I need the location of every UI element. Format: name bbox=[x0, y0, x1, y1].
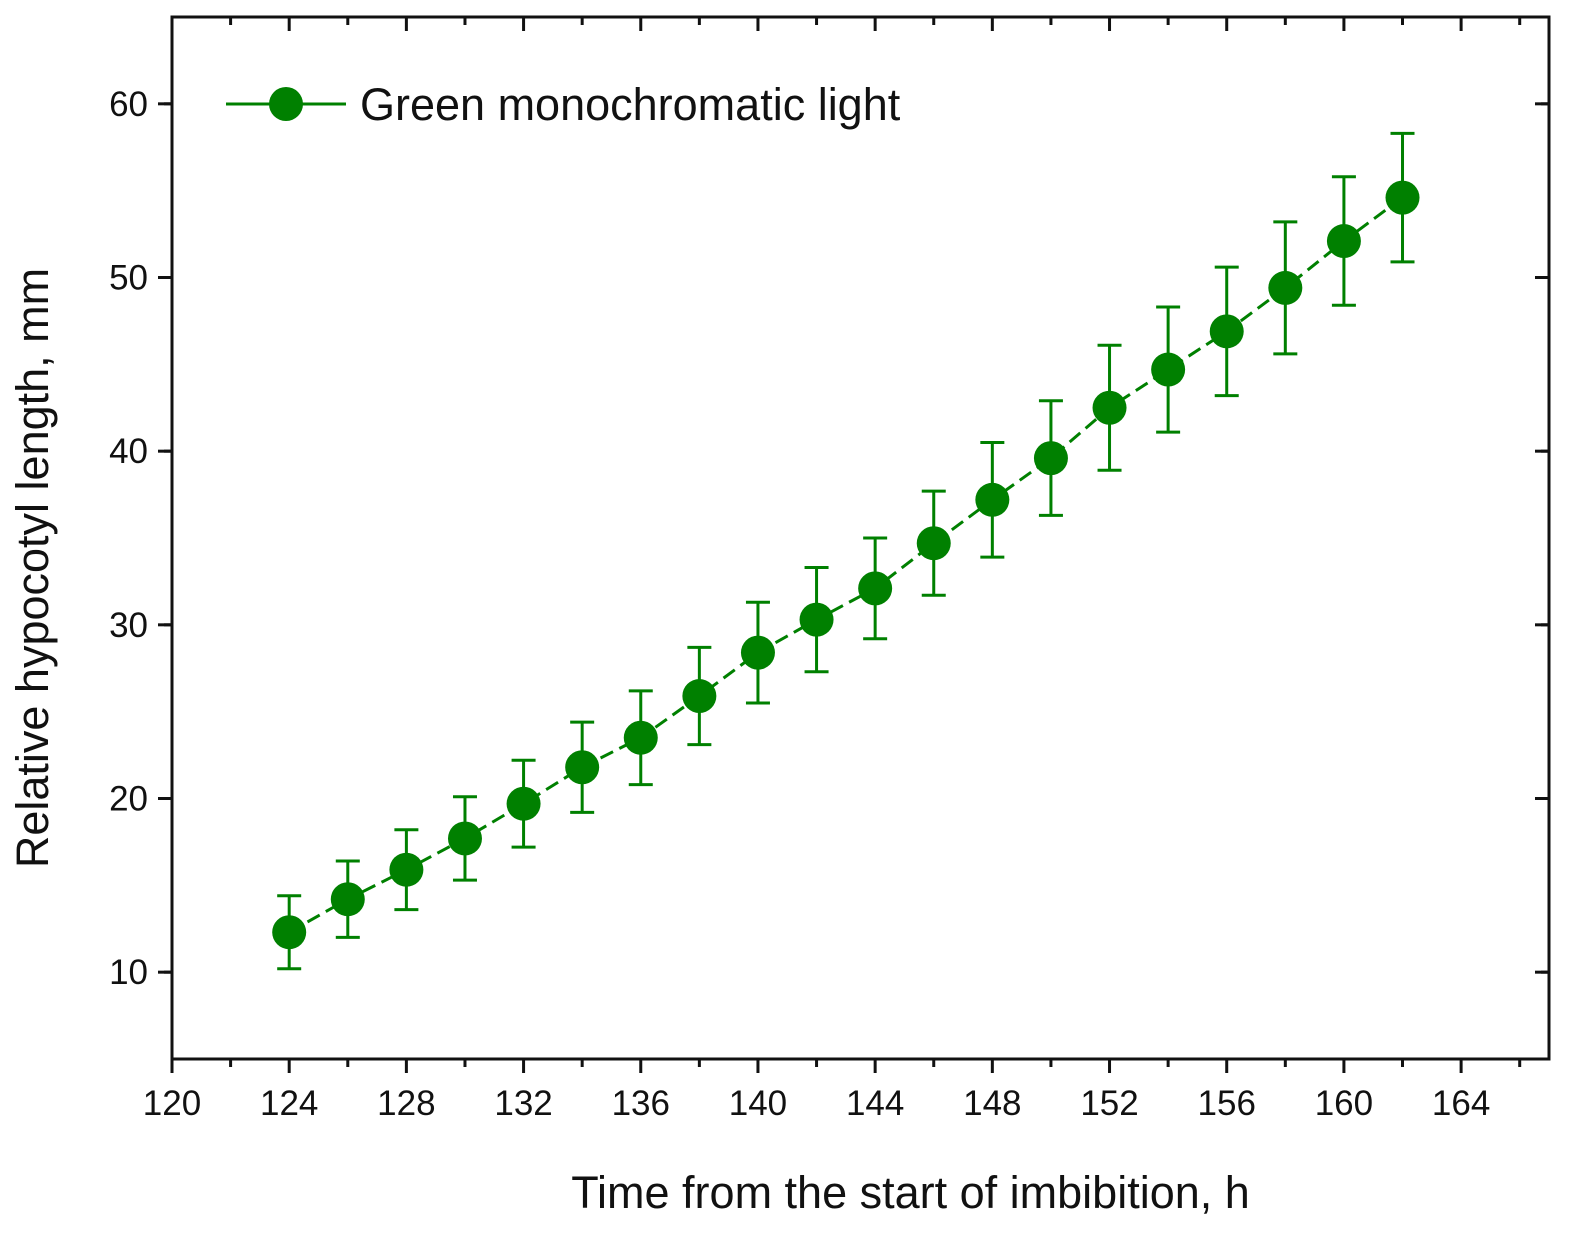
axes-layer bbox=[170, 15, 1551, 1061]
x-tick-label: 140 bbox=[729, 1084, 787, 1123]
data-point bbox=[272, 915, 307, 950]
data-point bbox=[740, 635, 775, 670]
y-tick-label: 30 bbox=[109, 606, 148, 645]
data-point bbox=[389, 852, 424, 887]
data-point bbox=[682, 679, 717, 714]
x-tick-label: 124 bbox=[260, 1084, 318, 1123]
data-point bbox=[975, 482, 1010, 517]
data-point bbox=[1209, 314, 1244, 349]
y-tick-label: 10 bbox=[109, 953, 148, 992]
legend-label: Green monochromatic light bbox=[360, 79, 901, 130]
y-axis-title: Relative hypocotyl length, mm bbox=[7, 268, 58, 868]
x-tick-label: 148 bbox=[963, 1084, 1021, 1123]
y-tick-label: 60 bbox=[109, 85, 148, 124]
plot-frame bbox=[170, 15, 1551, 1061]
data-point bbox=[916, 526, 951, 561]
x-tick-label: 144 bbox=[846, 1084, 904, 1123]
x-tick-label: 120 bbox=[143, 1084, 201, 1123]
data-point bbox=[330, 882, 365, 917]
series-line bbox=[288, 196, 1404, 934]
legend: Green monochromatic light bbox=[226, 79, 901, 130]
x-tick-label: 152 bbox=[1080, 1084, 1138, 1123]
x-tick-label: 160 bbox=[1315, 1084, 1373, 1123]
x-axis-title: Time from the start of imbibition, h bbox=[571, 1167, 1250, 1218]
data-point bbox=[565, 750, 600, 785]
data-point bbox=[1268, 270, 1303, 305]
y-tick-label: 20 bbox=[109, 780, 148, 819]
x-tick-label: 132 bbox=[494, 1084, 552, 1123]
data-point bbox=[1033, 441, 1068, 476]
data-point bbox=[1151, 352, 1186, 387]
data-point bbox=[799, 602, 834, 637]
ticks-layer: 120 124 128 132 136 140 144 148 152 156 160 164 10 20… bbox=[109, 17, 1549, 1123]
data-point bbox=[447, 821, 482, 856]
data-point bbox=[1385, 180, 1420, 215]
series-layer bbox=[272, 131, 1420, 971]
data-point bbox=[1326, 224, 1361, 259]
x-tick-label: 156 bbox=[1198, 1084, 1256, 1123]
y-tick-label: 50 bbox=[109, 259, 148, 298]
data-point bbox=[1092, 390, 1127, 425]
x-tick-label: 128 bbox=[377, 1084, 435, 1123]
x-tick-label: 164 bbox=[1432, 1084, 1490, 1123]
y-tick-label: 40 bbox=[109, 432, 148, 471]
x-tick-label: 136 bbox=[612, 1084, 670, 1123]
data-point bbox=[858, 571, 893, 606]
legend-marker bbox=[269, 87, 303, 121]
data-point bbox=[506, 786, 541, 821]
data-point bbox=[623, 720, 658, 755]
